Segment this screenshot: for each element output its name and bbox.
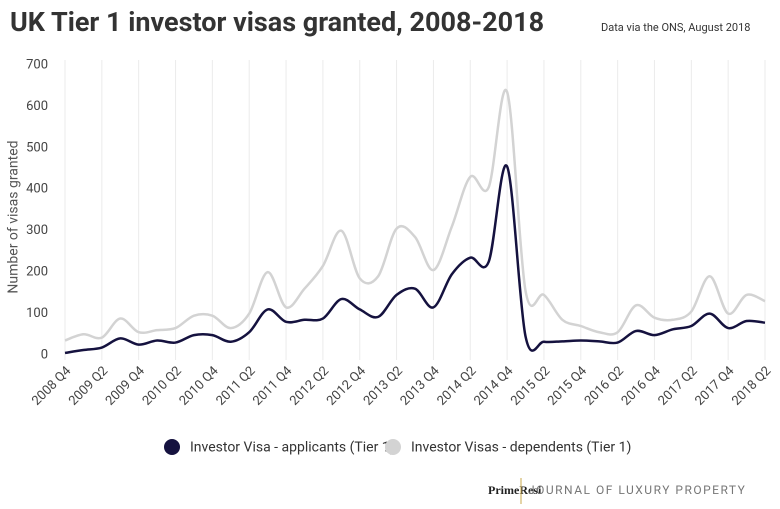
y-tick-label: 500 — [26, 140, 48, 155]
y-tick-label: 200 — [26, 265, 48, 280]
legend-label: Investor Visas - dependents (Tier 1) — [411, 440, 631, 456]
x-tick-label: 2014 Q2 — [434, 364, 479, 409]
y-tick-label: 300 — [26, 223, 48, 238]
y-tick-label: 0 — [41, 347, 48, 362]
legend-label: Investor Visa - applicants (Tier 1) — [190, 440, 395, 456]
x-tick-label: 2016 Q2 — [582, 364, 627, 409]
x-tick-label: 2008 Q4 — [29, 363, 75, 409]
x-tick-label: 2012 Q4 — [324, 363, 370, 409]
chart-subtitle: Data via the ONS, August 2018 — [601, 21, 750, 34]
x-tick-label: 2010 Q4 — [177, 363, 223, 409]
x-tick-label: 2011 Q4 — [250, 363, 296, 409]
series-line — [64, 88, 766, 342]
chart-title: UK Tier 1 investor visas granted, 2008-2… — [10, 6, 544, 38]
y-axis-label: Number of visas granted — [6, 140, 22, 293]
x-tick-label: 2010 Q2 — [140, 364, 185, 409]
x-tick-label: 2016 Q4 — [619, 363, 665, 409]
x-tick-label: 2009 Q4 — [103, 363, 149, 409]
x-tick-label: 2014 Q4 — [471, 363, 517, 409]
x-tick-label: 2009 Q2 — [66, 364, 111, 409]
x-tick-label: 2015 Q4 — [545, 363, 591, 409]
series-line — [64, 164, 766, 355]
x-tick-label: 2017 Q4 — [692, 363, 738, 409]
y-tick-label: 100 — [26, 306, 48, 321]
y-tick-label: 400 — [26, 182, 48, 197]
x-tick-label: 2012 Q2 — [287, 364, 332, 409]
x-tick-label: 2013 Q2 — [361, 364, 406, 409]
x-tick-label: 2013 Q4 — [398, 363, 444, 409]
y-tick-label: 600 — [26, 99, 48, 114]
x-tick-label: 2015 Q2 — [508, 364, 553, 409]
footer-logo: PrimeResi — [488, 483, 542, 497]
y-tick-label: 700 — [26, 57, 48, 72]
legend-marker — [164, 439, 180, 455]
x-tick-label: 2017 Q2 — [656, 364, 701, 409]
x-tick-label: 2011 Q2 — [213, 364, 258, 409]
x-tick-label: 2018 Q2 — [729, 364, 774, 409]
legend-marker — [385, 439, 401, 455]
footer-tagline: JOURNAL OF LUXURY PROPERTY — [528, 483, 746, 497]
